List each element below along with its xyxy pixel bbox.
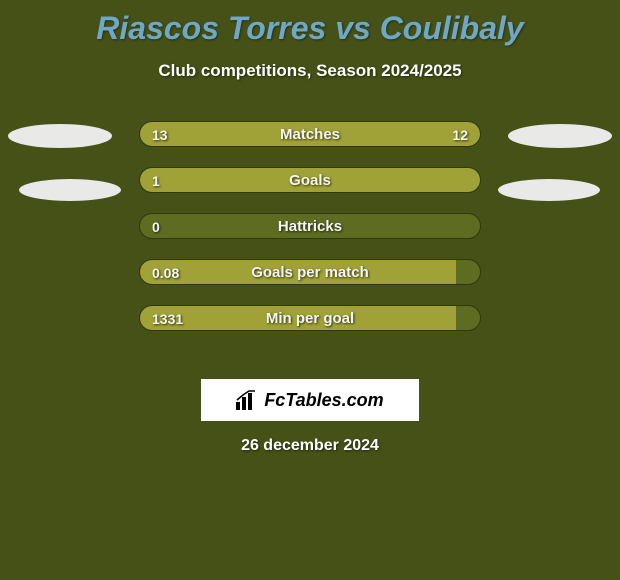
bar-left-fill	[140, 122, 317, 146]
stat-row: Min per goal1331	[0, 295, 620, 341]
bar-chart-icon	[236, 390, 258, 410]
stat-row: Hattricks0	[0, 203, 620, 249]
decorative-ellipse	[8, 124, 112, 148]
page-title: Riascos Torres vs Coulibaly	[0, 0, 620, 47]
date-label: 26 december 2024	[0, 437, 620, 455]
decorative-ellipse	[19, 179, 121, 201]
bar-left-fill	[140, 260, 456, 284]
bar-track: Min per goal1331	[139, 305, 481, 331]
bar-track: Matches1312	[139, 121, 481, 147]
logo-text: FcTables.com	[264, 390, 383, 411]
comparison-chart: Matches1312 Goals1 Hattricks0 Goals per mat…	[0, 111, 620, 361]
stat-value-left: 0	[152, 214, 160, 239]
decorative-ellipse	[508, 124, 612, 148]
bar-right-fill	[317, 122, 480, 146]
bar-track: Goals1	[139, 167, 481, 193]
stat-label: Hattricks	[140, 214, 480, 239]
subtitle: Club competitions, Season 2024/2025	[0, 61, 620, 81]
stat-row: Goals per match0.08	[0, 249, 620, 295]
bar-track: Hattricks0	[139, 213, 481, 239]
bar-left-fill	[140, 306, 456, 330]
bar-left-fill	[140, 168, 480, 192]
logo-box: FcTables.com	[201, 379, 419, 421]
decorative-ellipse	[498, 179, 600, 201]
bar-track: Goals per match0.08	[139, 259, 481, 285]
